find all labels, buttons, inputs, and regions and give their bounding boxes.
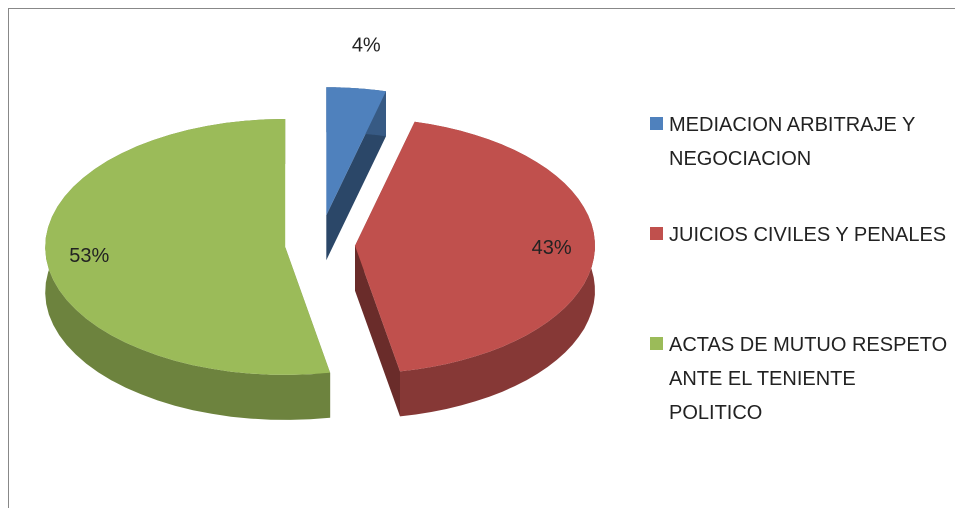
data-label: 53% <box>69 245 109 267</box>
data-label: 43% <box>532 237 572 259</box>
slice <box>355 121 595 372</box>
legend-swatch <box>650 117 663 130</box>
legend-label: JUICIOS CIVILES Y PENALES <box>669 224 947 246</box>
slice <box>45 119 331 375</box>
legend-swatch <box>650 337 663 350</box>
legend-item: ACTAS DE MUTUO RESPETO ANTE EL TENIENTE … <box>650 328 950 430</box>
legend-item: MEDIACION ARBITRAJE Y NEGOCIACION <box>650 108 950 176</box>
slice <box>326 87 386 216</box>
legend-swatch <box>650 227 663 240</box>
legend-item: JUICIOS CIVILES Y PENALES <box>650 218 950 252</box>
data-label: 4% <box>352 35 381 57</box>
chart-frame <box>8 8 955 508</box>
legend-label: ACTAS DE MUTUO RESPETO ANTE EL TENIENTE … <box>669 334 948 424</box>
slice-cut-face <box>355 245 400 417</box>
legend-label: MEDIACION ARBITRAJE Y NEGOCIACION <box>669 114 915 170</box>
